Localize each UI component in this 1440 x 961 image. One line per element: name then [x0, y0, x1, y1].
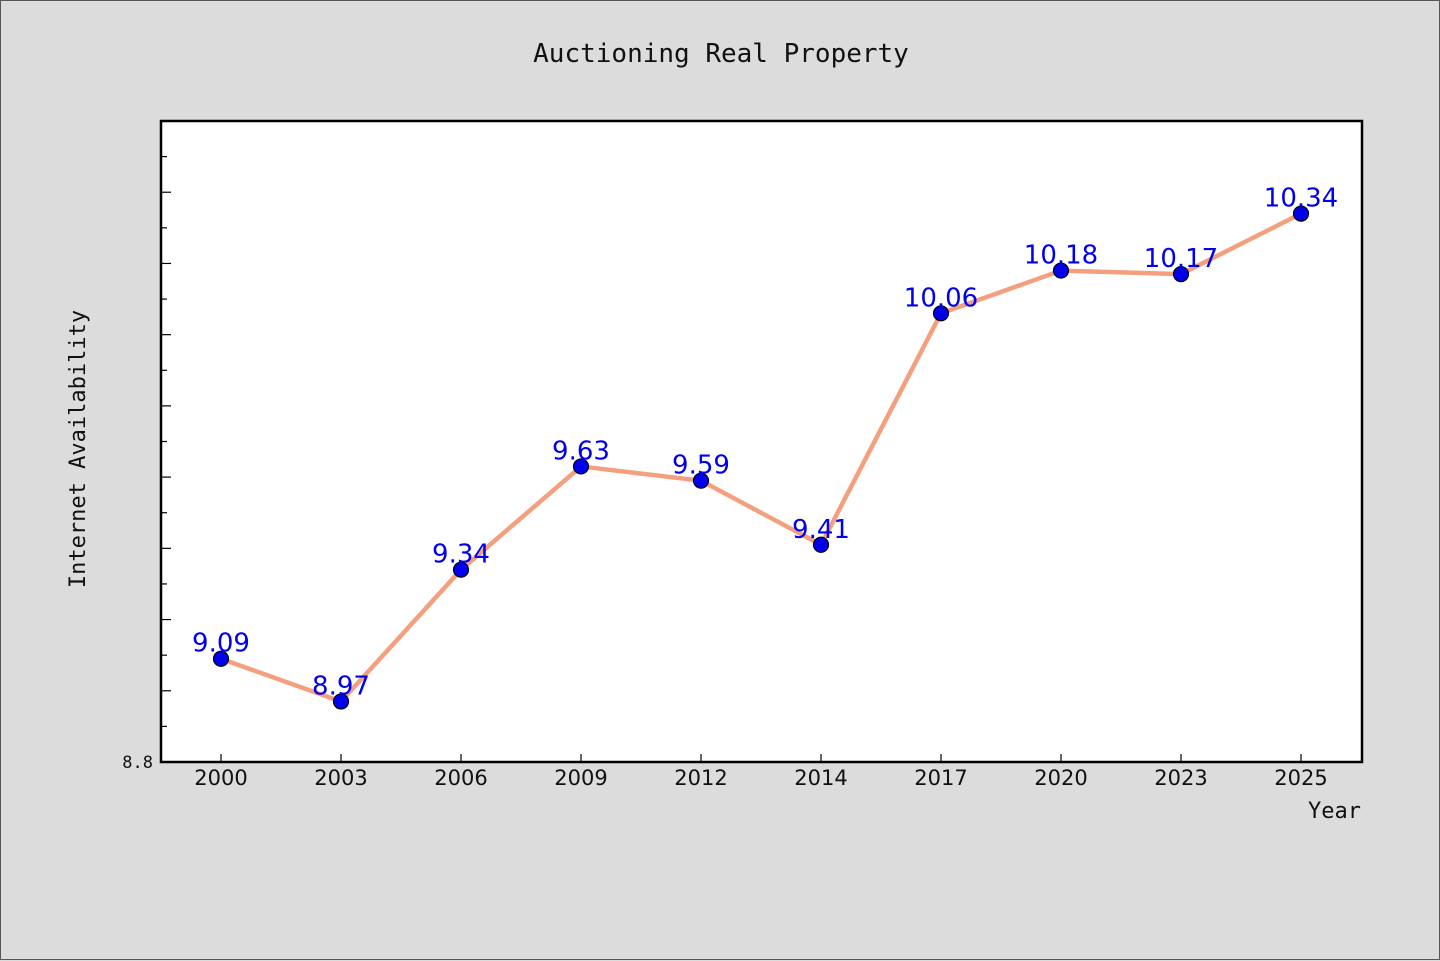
data-label: 9.34 — [432, 540, 490, 570]
x-axis-label: Year — [1308, 799, 1361, 824]
y-axis-ticks: 8.8 — [122, 156, 171, 773]
data-point — [1172, 266, 1190, 283]
y-axis-label: Internet Availability — [66, 310, 91, 588]
data-point — [692, 472, 710, 489]
data-label: 9.41 — [792, 515, 850, 545]
data-label: 10.34 — [1264, 184, 1338, 214]
x-tick-label: 2017 — [914, 766, 967, 790]
data-point — [812, 536, 830, 553]
data-label: 9.63 — [552, 436, 610, 466]
data-point — [572, 458, 590, 475]
data-point — [1052, 262, 1070, 279]
data-label: 9.59 — [672, 451, 730, 481]
x-tick-label: 2014 — [794, 766, 847, 790]
data-point — [452, 561, 470, 578]
chart-title: Auctioning Real Property — [533, 39, 909, 69]
data-label: 9.09 — [192, 629, 250, 659]
data-point — [932, 305, 950, 322]
x-tick-label: 2009 — [554, 766, 607, 790]
y-tick-label: 8.8 — [122, 753, 153, 773]
x-tick-label: 2025 — [1274, 766, 1327, 790]
x-tick-label: 2000 — [194, 766, 247, 790]
data-label: 10.18 — [1024, 241, 1098, 271]
x-tick-label: 2020 — [1034, 766, 1087, 790]
x-tick-label: 2003 — [314, 766, 367, 790]
x-tick-label: 2012 — [674, 766, 727, 790]
series-line — [218, 211, 1304, 704]
data-label: 10.17 — [1144, 244, 1218, 274]
data-label: 10.06 — [904, 283, 978, 313]
data-point — [212, 650, 230, 667]
data-point — [1292, 205, 1310, 222]
series-group: 9.09 8.97 9.34 9.63 9.59 9.41 10.06 10.18 10.17 1… — [192, 184, 1338, 710]
x-axis-ticks: 2000 2003 2006 2009 2012 2014 2017 2020 2023 2025 — [194, 754, 1328, 790]
data-label: 8.97 — [312, 671, 370, 701]
plot-area — [159, 119, 1364, 764]
data-point — [332, 693, 350, 710]
x-tick-label: 2023 — [1154, 766, 1207, 790]
x-tick-label: 2006 — [434, 766, 487, 790]
